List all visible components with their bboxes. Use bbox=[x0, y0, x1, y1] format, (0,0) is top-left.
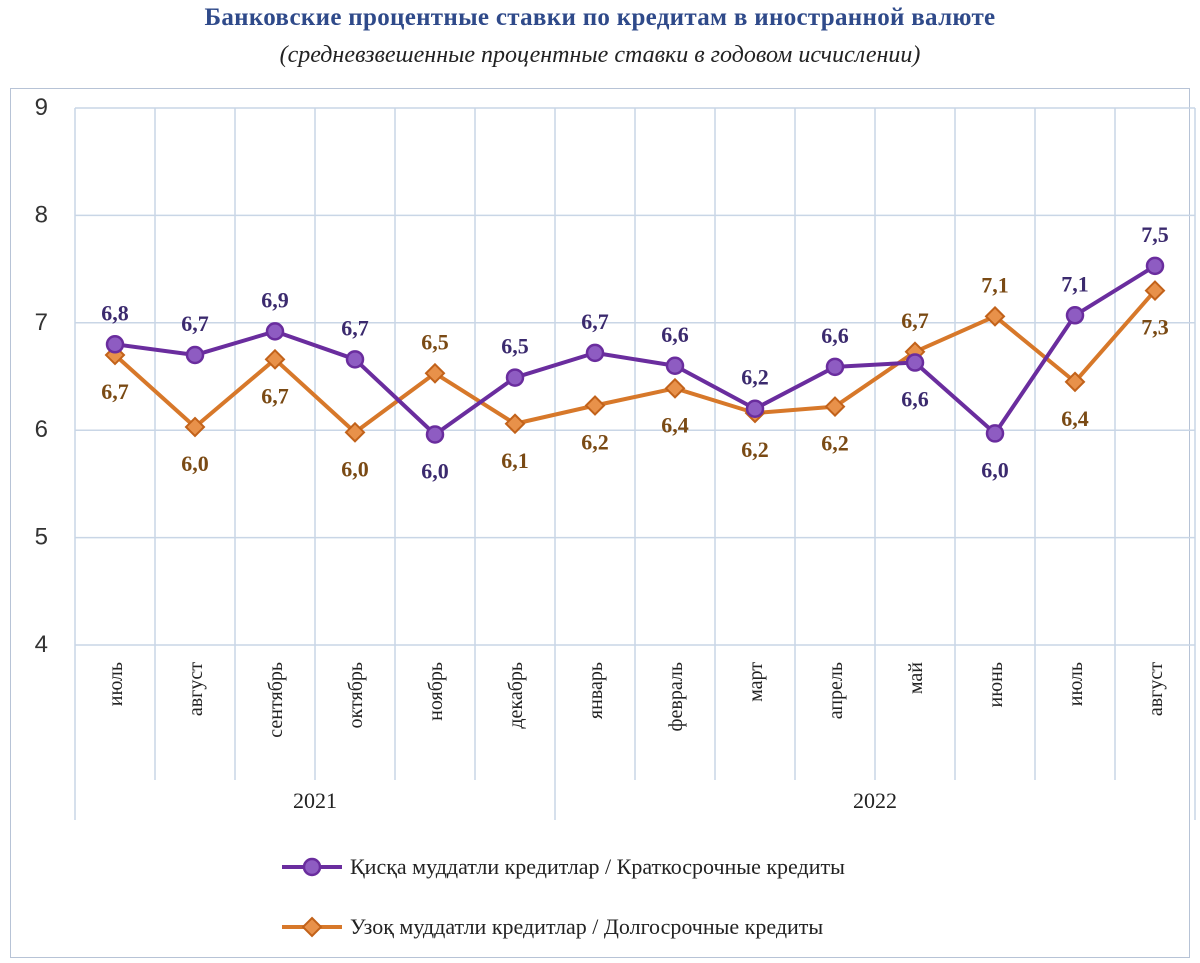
series-line-long bbox=[113, 289, 1157, 435]
data-label-long: 7,3 bbox=[1141, 315, 1169, 340]
data-point-long bbox=[184, 416, 206, 438]
data-label-short: 6,5 bbox=[501, 334, 529, 359]
data-label-short: 6,7 bbox=[581, 309, 609, 334]
y-tick-label: 8 bbox=[35, 201, 48, 228]
x-tick-label: июнь bbox=[985, 662, 1007, 707]
chart-subtitle: (средневзвешенные процентные ставки в го… bbox=[279, 42, 921, 68]
data-label-short: 6,7 bbox=[341, 315, 369, 340]
data-point-long bbox=[1144, 280, 1166, 301]
data-point-short bbox=[265, 322, 285, 341]
chart-title: Банковские процентные ставки по кредитам… bbox=[204, 4, 996, 31]
y-tick-label: 7 bbox=[35, 309, 48, 336]
data-label-long: 6,1 bbox=[501, 448, 529, 473]
y-tick-label: 4 bbox=[35, 631, 48, 658]
data-point-long bbox=[584, 395, 606, 416]
y-tick-label: 6 bbox=[35, 416, 48, 443]
legend-circle-marker-icon bbox=[282, 857, 342, 877]
data-label-long: 7,1 bbox=[981, 272, 1009, 297]
data-point-long bbox=[664, 377, 686, 399]
data-point-short bbox=[1065, 306, 1085, 325]
year-label: 2021 bbox=[293, 788, 337, 813]
data-label-long: 6,7 bbox=[901, 308, 929, 333]
data-label-long: 6,2 bbox=[821, 431, 849, 456]
data-label-long: 6,2 bbox=[581, 429, 609, 454]
data-point-long bbox=[424, 362, 446, 384]
legend-item-short: Қисқа муддатли кредитлар / Краткосрочные… bbox=[282, 852, 845, 882]
x-tick-label: август bbox=[1145, 662, 1167, 716]
x-tick-label: март bbox=[745, 662, 767, 702]
x-tick-label: август bbox=[185, 662, 207, 716]
data-point-short bbox=[425, 425, 445, 444]
data-label-short: 6,8 bbox=[101, 300, 129, 325]
x-tick-label: май bbox=[905, 662, 927, 694]
x-tick-label: ноябрь bbox=[425, 662, 447, 721]
data-point-long bbox=[824, 396, 846, 417]
data-label-long: 6,0 bbox=[181, 451, 209, 476]
data-point-short bbox=[905, 353, 925, 372]
data-label-short: 6,9 bbox=[261, 287, 289, 312]
x-tick-label: июль bbox=[105, 662, 127, 706]
data-point-short bbox=[1145, 256, 1165, 276]
data-label-short: 6,2 bbox=[741, 365, 769, 390]
data-point-long bbox=[504, 413, 526, 435]
legend-item-long: Узоқ муддатли кредитлар / Долгосрочные к… bbox=[282, 912, 823, 942]
data-point-short bbox=[505, 368, 525, 387]
data-label-long: 6,4 bbox=[661, 412, 689, 437]
x-tick-label: сентябрь bbox=[265, 662, 287, 738]
data-label-short: 7,1 bbox=[1061, 271, 1089, 296]
y-tick-label: 9 bbox=[35, 94, 48, 121]
data-label-long: 6,5 bbox=[421, 329, 449, 354]
data-label-long: 6,2 bbox=[741, 437, 769, 462]
data-label-long: 6,7 bbox=[261, 383, 289, 408]
data-point-long bbox=[1064, 371, 1086, 393]
data-label-short: 6,6 bbox=[901, 387, 929, 412]
x-tick-label: апрель bbox=[825, 662, 847, 719]
year-label: 2022 bbox=[853, 788, 897, 813]
x-tick-label: октябрь bbox=[345, 662, 367, 728]
data-label-short: 6,0 bbox=[421, 458, 449, 483]
y-tick-label: 5 bbox=[35, 524, 48, 551]
data-label-short: 7,5 bbox=[1141, 222, 1169, 247]
legend-diamond-marker-icon bbox=[282, 916, 342, 938]
x-tick-label: январь bbox=[585, 662, 607, 719]
data-point-short bbox=[185, 345, 205, 365]
data-label-long: 6,0 bbox=[341, 456, 369, 481]
data-point-short bbox=[745, 399, 765, 418]
data-label-short: 6,6 bbox=[661, 322, 689, 347]
data-point-short bbox=[985, 424, 1005, 443]
data-point-short bbox=[585, 343, 605, 363]
data-point-long bbox=[984, 305, 1006, 327]
data-label-long: 6,7 bbox=[101, 379, 129, 404]
data-label-long: 6,4 bbox=[1061, 406, 1089, 431]
legend-label-long: Узоқ муддатли кредитлар / Долгосрочные к… bbox=[350, 914, 824, 939]
data-label-short: 6,0 bbox=[981, 457, 1009, 482]
x-tick-label: февраль bbox=[665, 662, 687, 731]
data-point-long bbox=[264, 348, 286, 370]
legend-label-short: Қисқа муддатли кредитлар / Краткосрочные… bbox=[350, 854, 845, 879]
data-label-short: 6,7 bbox=[181, 311, 209, 336]
series-line-short bbox=[114, 264, 1157, 437]
data-point-short bbox=[825, 357, 845, 377]
data-point-long bbox=[344, 421, 366, 443]
x-tick-label: декабрь bbox=[505, 662, 527, 729]
x-tick-label: июль bbox=[1065, 662, 1087, 706]
data-point-short bbox=[105, 335, 125, 354]
data-label-short: 6,6 bbox=[821, 323, 849, 348]
data-point-short bbox=[345, 350, 365, 369]
chart-frame bbox=[10, 88, 1190, 958]
data-point-short bbox=[665, 356, 685, 376]
